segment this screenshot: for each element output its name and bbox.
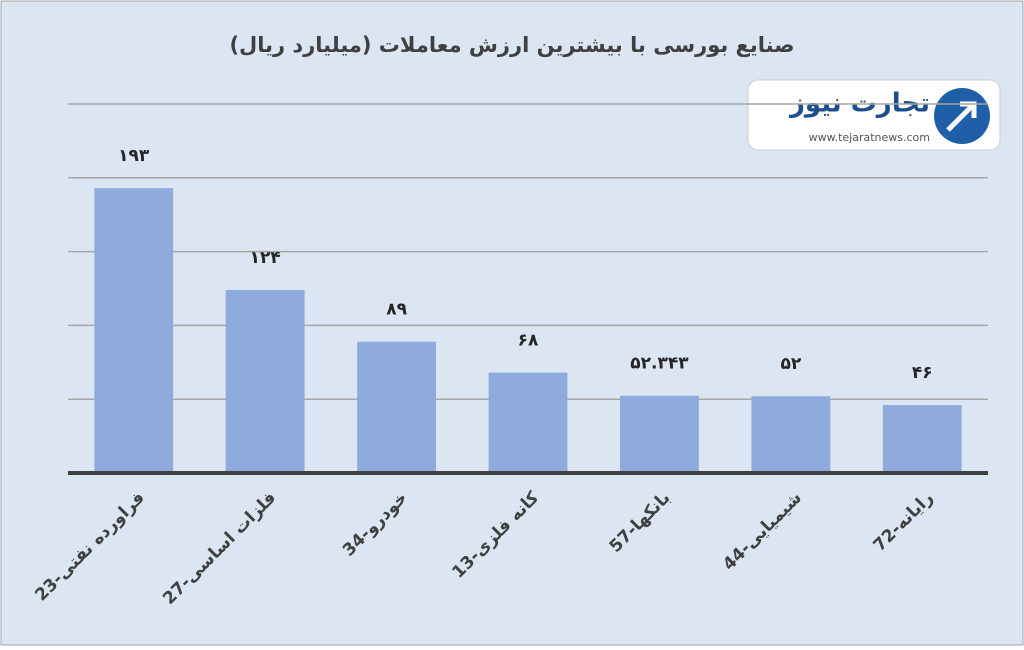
value-label: ۱۲۴ (250, 248, 281, 268)
bar (94, 188, 174, 473)
bar (488, 372, 568, 473)
value-label: ۵۲.۳۴۳ (630, 354, 689, 374)
logo-url: www.tejaratnews.com (809, 131, 930, 144)
value-label: ۵۲ (780, 354, 801, 374)
logo: تجارت نیوز www.tejaratnews.com (747, 79, 1001, 151)
bar (225, 289, 305, 473)
logo-box (747, 79, 1001, 151)
value-label: ۴۶ (912, 363, 933, 383)
value-label: ۱۹۳ (118, 146, 150, 166)
bar (751, 396, 831, 473)
bar (357, 341, 436, 473)
chart-title: صنایع بورسی با بیشترین ارزش معاملات (میل… (229, 33, 794, 57)
bar (882, 405, 962, 473)
value-label: ۸۹ (386, 300, 407, 320)
value-label: ۶۸ (518, 331, 539, 351)
bar (620, 395, 699, 473)
